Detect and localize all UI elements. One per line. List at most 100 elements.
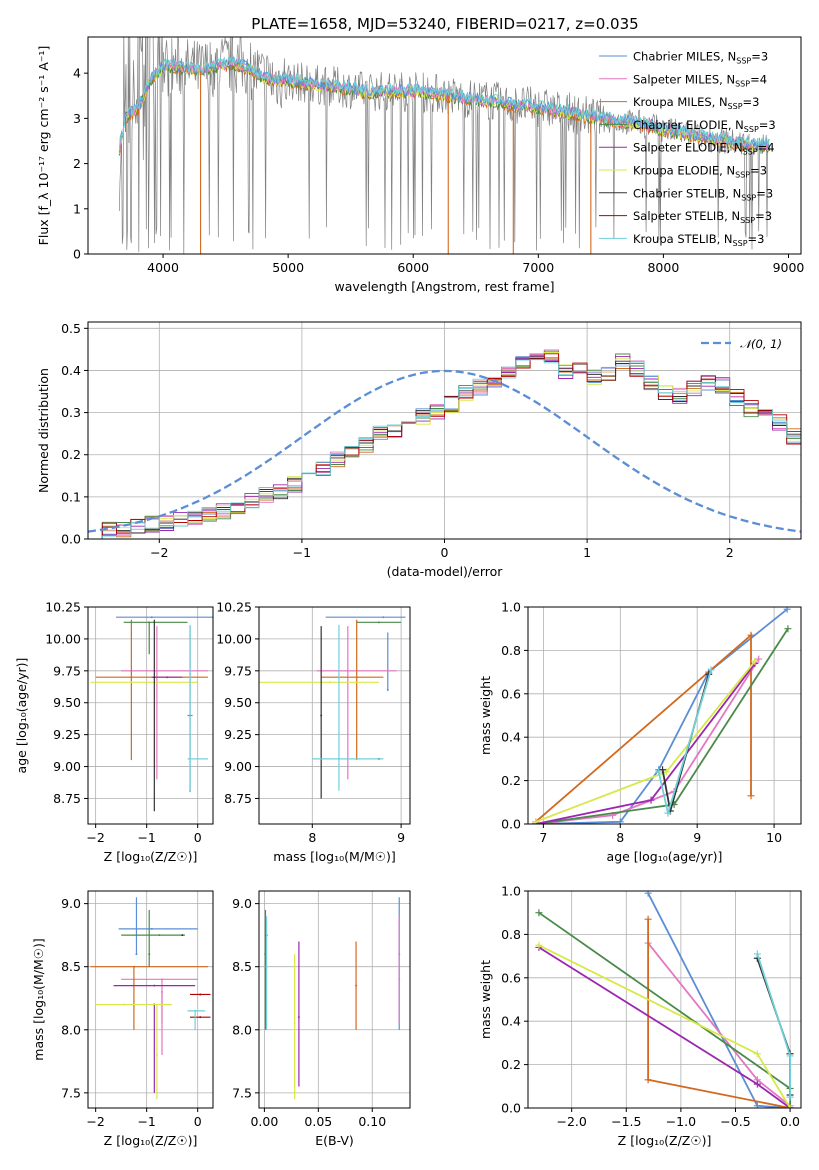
y-tick-label: 10.00 [216,631,252,646]
plot-area [532,607,792,824]
axes-frame [87,36,802,255]
legend-label: Kroupa STELIB, NSSP=3 [633,232,764,248]
data-point [130,681,133,684]
legend-label: Kroupa MILES, NSSP=3 [633,95,759,111]
data-point [181,934,184,937]
x-axis-label: Z [log₁₀(Z/Z☉)] [104,849,198,864]
legend-label: Salpeter ELODIE, NSSP=4 [633,141,775,157]
y-tick-label: 8.0 [61,1022,81,1037]
x-tick-label: 0 [194,830,202,845]
x-tick-label: 1 [583,545,591,560]
mass-weight-marker [532,818,540,824]
panel-5: 7 8 9 10 0.0 0.2 0.4 0.6 0.8 1.0 age [log₁₀(age/yr… [478,600,802,864]
x-tick-label: 10 [766,830,782,845]
data-point [155,669,158,672]
y-tick-label: 10.25 [216,600,252,615]
panel-8: −2.0 −1.5 −1.0 −0.5 0.0 0.0 0.2 0.4 0.6 0.8 1.0 Z [… [478,884,802,1148]
mass-weight-marker [747,631,755,639]
data-point [158,934,161,937]
panel-6: −2 −1 0 7.5 8.0 8.5 9.0 Z [log₁₀(Z/Z☉)] mass [lo… [31,890,214,1148]
mass-weight-line [535,658,760,824]
axes-frame [527,890,802,1109]
legend-label: Salpeter MILES, NSSP=4 [633,72,767,88]
data-point [382,616,385,619]
data-point [199,1016,202,1019]
x-tick-label: −1.0 [666,1114,696,1129]
data-point [337,757,340,760]
x-tick-label: 0 [441,545,449,560]
y-tick-label: 0.2 [61,447,81,462]
x-tick-label: −1 [137,1114,155,1129]
y-tick-label: 0.1 [61,489,81,504]
y-tick-label: 0.0 [501,817,521,832]
mass-weight-marker [783,607,791,613]
legend-label: 𝒩(0, 1) [740,337,782,351]
normal-curve [88,369,801,533]
x-axis-label: Z [log₁₀(Z/Z☉)] [104,1133,198,1148]
y-tick-label: 8.5 [61,959,81,974]
mass-weight-marker [753,1102,761,1108]
data-point [346,669,349,672]
mass-weight-marker [753,950,761,958]
data-point [160,978,163,981]
axes-frame [527,606,802,825]
x-axis-label: age [log₁₀(age/yr)] [607,849,723,864]
x-tick-label: 9000 [773,260,805,275]
plot-area [88,349,801,539]
histogram-step [88,359,801,539]
mass-weight-marker [655,768,663,776]
data-point [297,1016,300,1019]
data-point [194,1009,197,1012]
histogram-step [88,349,801,539]
y-tick-label: 8.5 [232,959,252,974]
y-tick-label: 0.2 [501,773,521,788]
mass-weight-line [661,674,710,812]
data-point [153,676,156,679]
x-tick-label: −0.5 [720,1114,750,1129]
mass-weight-marker [644,891,652,897]
data-point [155,1054,158,1057]
y-axis-label: Normed distribution [36,368,51,493]
data-point [329,681,332,684]
data-point [135,953,138,956]
mass-weight-marker [753,1080,761,1088]
data-point [166,676,169,679]
y-tick-label: 0.8 [501,643,521,658]
plot-area [535,891,794,1108]
x-tick-label: −1.5 [611,1114,641,1129]
x-tick-label: −2 [150,545,168,560]
y-tick-label: 0.4 [501,1014,521,1029]
mass-weight-line [647,942,791,1107]
mass-weight-marker [755,655,763,663]
panel-7: 0.00 0.05 0.10 7.5 8.0 8.5 9.0 E(B-V) [232,890,411,1148]
y-tick-label: 9.50 [224,695,252,710]
y-tick-label: 9.75 [53,663,81,678]
y-axis-label: Flux [f_λ 10⁻¹⁷ erg cm⁻² s⁻¹ A⁻¹] [36,46,51,246]
y-axis-label: mass weight [478,676,493,755]
mass-weight-marker [753,1050,761,1058]
x-axis-label: Z [log₁₀(Z/Z☉)] [618,1133,712,1148]
axes-frame [258,890,411,1109]
legend-label: Chabrier STELIB, NSSP=3 [633,186,773,202]
data-point [148,621,151,624]
mass-weight-marker [784,625,792,633]
mass-weight-line [535,662,756,824]
x-tick-label: 0 [194,1114,202,1129]
axes-frame [258,606,411,825]
data-point [189,757,192,760]
x-tick-label: 2 [726,545,734,560]
data-point [355,984,358,987]
mass-weight-line [647,919,791,1108]
x-tick-label: −2 [86,1114,104,1129]
x-axis-label: wavelength [Angstrom, rest frame] [334,279,554,294]
mass-weight-line [535,633,752,823]
mass-weight-line [535,660,756,823]
legend-label: Salpeter STELIB, NSSP=3 [633,209,772,225]
y-tick-label: 7.5 [61,1085,81,1100]
y-tick-label: 10.25 [45,600,81,615]
x-tick-label: 0.0 [780,1114,800,1129]
x-tick-label: 7 [539,830,547,845]
mass-weight-marker [664,809,672,817]
data-point [150,927,153,930]
y-tick-label: 9.75 [224,663,252,678]
